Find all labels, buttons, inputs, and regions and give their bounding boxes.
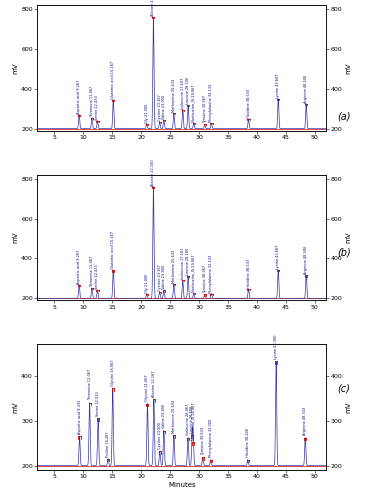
Text: Serine 12.433: Serine 12.433 [95,264,99,289]
Text: Histidine 38.400: Histidine 38.400 [246,428,250,458]
Text: (a): (a) [338,112,351,122]
Text: Leucine 28.100: Leucine 28.100 [186,248,190,275]
Text: Cystine 23.167: Cystine 23.167 [158,94,162,120]
Text: Serine 12.533: Serine 12.533 [96,392,100,416]
Text: Alanine 22.167: Alanine 22.167 [152,370,156,397]
X-axis label: Minutes: Minutes [168,482,196,488]
Text: Phenylalanine 32.133: Phenylalanine 32.133 [210,254,213,292]
Text: Valine 23.900: Valine 23.900 [162,265,166,289]
Text: Cystine 23.167: Cystine 23.167 [158,264,162,291]
Text: (c): (c) [338,384,351,394]
Text: Lysine 43.667: Lysine 43.667 [276,244,280,269]
Text: Phenylalanine 32.133: Phenylalanine 32.133 [210,84,213,122]
Text: Tyrosine 30.633: Tyrosine 30.633 [201,427,205,455]
Text: Tyrosine 30.967: Tyrosine 30.967 [203,265,207,294]
Text: Phenylalanine 32.000: Phenylalanine 32.000 [209,419,213,458]
Y-axis label: mV: mV [345,232,351,243]
Text: Tyrosine 30.967: Tyrosine 30.967 [203,95,207,124]
Text: Aspartic acid 9.267: Aspartic acid 9.267 [77,250,81,284]
Text: Histidine 38.533: Histidine 38.533 [247,89,250,118]
Text: Glycine 15.067: Glycine 15.067 [111,360,115,386]
Text: Leucine 28.100: Leucine 28.100 [186,77,190,104]
Text: Isoleucine 27.167: Isoleucine 27.167 [181,248,185,279]
Text: Aspartic acid 9.333: Aspartic acid 9.333 [78,400,82,434]
Text: Leucine 28.800: Leucine 28.800 [190,406,194,432]
Text: (b): (b) [338,248,351,258]
Text: Norleucine_IS 29.067: Norleucine_IS 29.067 [192,84,196,122]
Text: Alanine 22.100: Alanine 22.100 [151,0,155,16]
Text: Arginine 48.500: Arginine 48.500 [304,74,308,102]
Text: Gly 21.000: Gly 21.000 [145,274,149,293]
Text: Arginine 48.500: Arginine 48.500 [304,246,308,274]
Y-axis label: mV: mV [12,232,19,243]
Text: Arginine 48.333: Arginine 48.333 [303,407,307,436]
Text: Proline 14.267: Proline 14.267 [106,431,110,456]
Text: Glutamic acid 15.167: Glutamic acid 15.167 [111,60,115,99]
Text: Threonine 11.067: Threonine 11.067 [88,369,92,400]
Text: Glycine 21.067: Glycine 21.067 [145,374,150,402]
Text: Isoleucine 28.067: Isoleucine 28.067 [186,404,190,436]
Text: Threonine 11.467: Threonine 11.467 [90,86,94,116]
Text: Methionine 25.633: Methionine 25.633 [172,400,176,432]
Y-axis label: mV: mV [12,62,19,74]
Text: Serine 12.433: Serine 12.433 [95,95,99,120]
Text: Alanine 22.100: Alanine 22.100 [151,159,155,186]
Text: Valine 23.900: Valine 23.900 [162,404,166,428]
Text: Isoleucine 27.167: Isoleucine 27.167 [181,78,185,108]
Y-axis label: mV: mV [345,402,351,413]
Text: Methionine 25.633: Methionine 25.633 [172,250,176,283]
Text: Gly 21.000: Gly 21.000 [145,104,149,122]
Text: Valine 23.900: Valine 23.900 [162,95,166,120]
Text: Cystine 23.200: Cystine 23.200 [158,422,162,449]
Text: Aspartic acid 9.267: Aspartic acid 9.267 [77,80,81,114]
Text: Lysine 43.667: Lysine 43.667 [276,74,280,98]
Text: Norleucine_IS 28.967: Norleucine_IS 28.967 [191,402,195,440]
Text: Threonine 11.467: Threonine 11.467 [90,256,94,287]
Text: Norleucine_IS 29.067: Norleucine_IS 29.067 [192,254,196,292]
Y-axis label: mV: mV [345,62,351,74]
Y-axis label: mV: mV [12,402,19,413]
Text: Glutamic acid 15.167: Glutamic acid 15.167 [111,232,115,270]
Text: Lysine 43.300: Lysine 43.300 [274,334,278,359]
Text: Histidine 38.533: Histidine 38.533 [247,259,250,288]
Text: Methionine 25.633: Methionine 25.633 [172,79,176,112]
